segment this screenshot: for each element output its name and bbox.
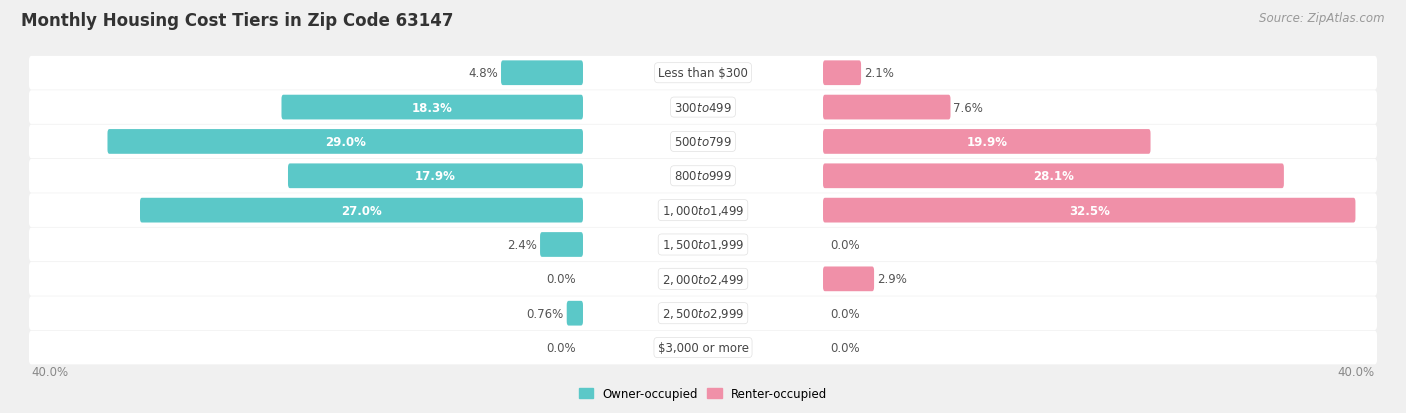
Text: 17.9%: 17.9% — [415, 170, 456, 183]
Text: 29.0%: 29.0% — [325, 135, 366, 149]
Text: $300 to $499: $300 to $499 — [673, 101, 733, 114]
Text: Less than $300: Less than $300 — [658, 67, 748, 80]
FancyBboxPatch shape — [823, 130, 1150, 154]
Text: 18.3%: 18.3% — [412, 101, 453, 114]
FancyBboxPatch shape — [30, 125, 1376, 159]
Text: 2.1%: 2.1% — [865, 67, 894, 80]
Text: 0.76%: 0.76% — [526, 307, 564, 320]
Text: 0.0%: 0.0% — [830, 307, 859, 320]
Text: 0.0%: 0.0% — [547, 273, 576, 286]
Text: 40.0%: 40.0% — [31, 365, 69, 378]
Text: $500 to $799: $500 to $799 — [673, 135, 733, 149]
FancyBboxPatch shape — [30, 91, 1376, 125]
FancyBboxPatch shape — [30, 228, 1376, 262]
FancyBboxPatch shape — [30, 262, 1376, 296]
FancyBboxPatch shape — [281, 95, 583, 120]
Text: $3,000 or more: $3,000 or more — [658, 341, 748, 354]
FancyBboxPatch shape — [823, 198, 1355, 223]
Text: 27.0%: 27.0% — [342, 204, 382, 217]
Text: $2,000 to $2,499: $2,000 to $2,499 — [662, 272, 744, 286]
Text: 28.1%: 28.1% — [1033, 170, 1074, 183]
Text: Source: ZipAtlas.com: Source: ZipAtlas.com — [1260, 12, 1385, 25]
FancyBboxPatch shape — [30, 57, 1376, 90]
Text: 2.4%: 2.4% — [508, 238, 537, 252]
Text: 19.9%: 19.9% — [966, 135, 1007, 149]
FancyBboxPatch shape — [30, 331, 1376, 365]
FancyBboxPatch shape — [540, 233, 583, 257]
Text: $1,500 to $1,999: $1,500 to $1,999 — [662, 238, 744, 252]
FancyBboxPatch shape — [141, 198, 583, 223]
FancyBboxPatch shape — [30, 159, 1376, 193]
FancyBboxPatch shape — [823, 95, 950, 120]
Text: 0.0%: 0.0% — [830, 341, 859, 354]
Legend: Owner-occupied, Renter-occupied: Owner-occupied, Renter-occupied — [574, 382, 832, 404]
FancyBboxPatch shape — [567, 301, 583, 326]
Text: 2.9%: 2.9% — [877, 273, 907, 286]
Text: 40.0%: 40.0% — [1337, 365, 1375, 378]
Text: 4.8%: 4.8% — [468, 67, 498, 80]
FancyBboxPatch shape — [823, 164, 1284, 189]
Text: $1,000 to $1,499: $1,000 to $1,499 — [662, 204, 744, 218]
Text: $800 to $999: $800 to $999 — [673, 170, 733, 183]
FancyBboxPatch shape — [501, 61, 583, 86]
FancyBboxPatch shape — [823, 267, 875, 292]
FancyBboxPatch shape — [288, 164, 583, 189]
Text: 0.0%: 0.0% — [830, 238, 859, 252]
FancyBboxPatch shape — [107, 130, 583, 154]
FancyBboxPatch shape — [30, 194, 1376, 228]
Text: Monthly Housing Cost Tiers in Zip Code 63147: Monthly Housing Cost Tiers in Zip Code 6… — [21, 12, 454, 30]
Text: $2,500 to $2,999: $2,500 to $2,999 — [662, 306, 744, 320]
Text: 32.5%: 32.5% — [1069, 204, 1109, 217]
Text: 0.0%: 0.0% — [547, 341, 576, 354]
Text: 7.6%: 7.6% — [953, 101, 983, 114]
FancyBboxPatch shape — [30, 297, 1376, 330]
FancyBboxPatch shape — [823, 61, 860, 86]
